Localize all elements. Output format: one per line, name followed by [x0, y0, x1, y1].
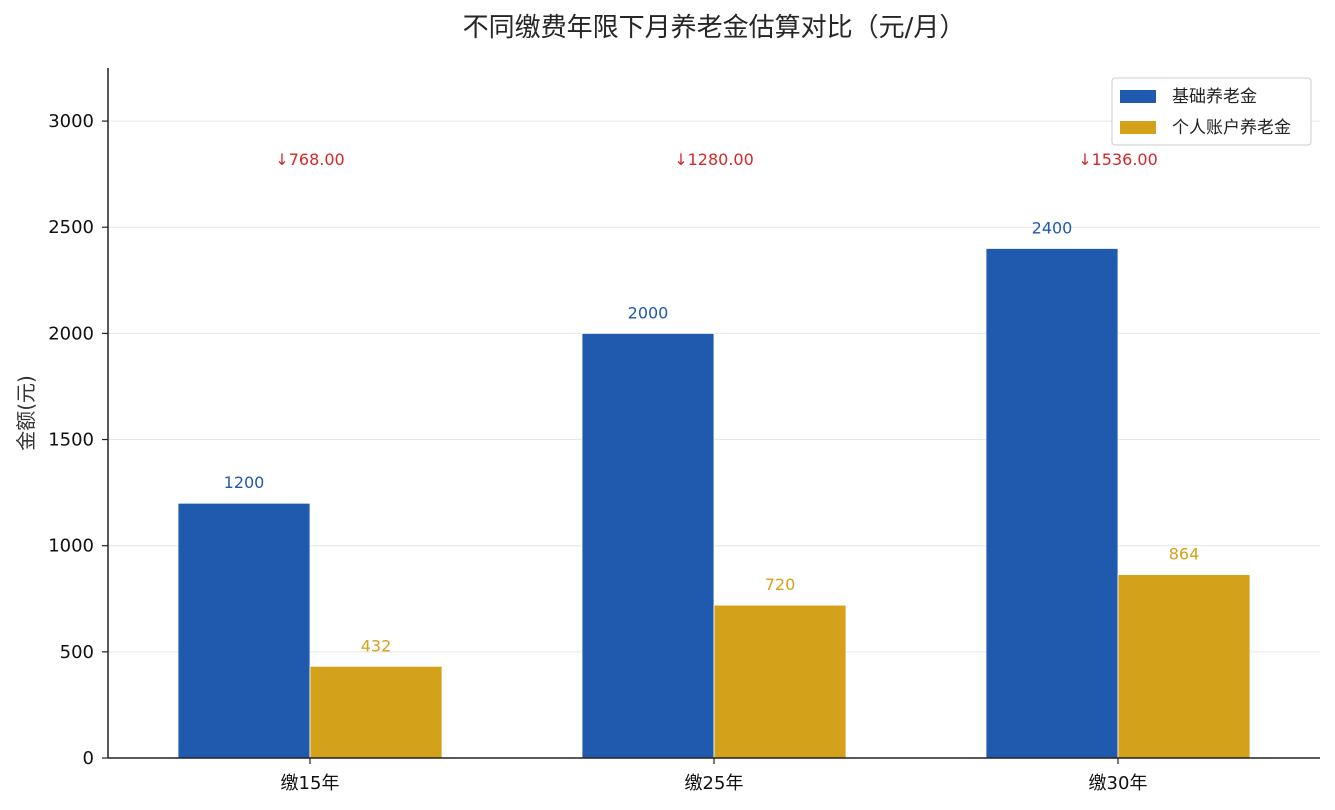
y-axis-label: 金额(元) [14, 375, 38, 451]
y-tick-label: 2000 [48, 323, 94, 344]
bar-basic [177, 502, 311, 759]
y-tick-label: 500 [60, 642, 94, 663]
y-tick-label: 3000 [48, 111, 94, 132]
data-labels: 1200 432 2000 720 2400 864 [224, 218, 1200, 655]
bar-basic [985, 248, 1119, 759]
x-tick-label: 缴25年 [685, 773, 744, 794]
bar-value-label: 432 [361, 636, 392, 655]
bar-value-label: 2000 [628, 303, 669, 322]
y-tick-label: 1500 [48, 430, 94, 451]
difference-annotation: ↓768.00 [275, 150, 344, 169]
difference-annotations: ↓768.00 ↓1280.00 ↓1536.00 [275, 150, 1157, 169]
bars [177, 248, 1251, 759]
bar-value-label: 2400 [1032, 218, 1073, 237]
bar-value-label: 864 [1169, 545, 1200, 564]
bar-value-label: 1200 [224, 473, 265, 492]
legend-label: 基础养老金 [1172, 87, 1257, 107]
legend-label: 个人账户养老金 [1172, 118, 1291, 138]
legend-swatch [1120, 121, 1156, 134]
bar-personal [1117, 574, 1251, 759]
y-tick-label: 1000 [48, 536, 94, 557]
y-tick-label: 2500 [48, 217, 94, 238]
legend-box [1111, 77, 1312, 146]
difference-annotation: ↓1280.00 [674, 150, 754, 169]
bar-basic [581, 332, 715, 759]
bar-personal [713, 604, 847, 759]
legend-swatch [1120, 90, 1156, 103]
x-tick-label: 缴30年 [1089, 773, 1148, 794]
y-axis-ticks: 0 500 1000 1500 2000 2500 3000 [48, 111, 108, 769]
x-axis-ticks: 缴15年 缴25年 缴30年 [281, 758, 1148, 794]
chart-title: 不同缴费年限下月养老金估算对比（元/月） [463, 13, 966, 43]
bar-personal [309, 665, 443, 759]
bar-value-label: 720 [765, 575, 796, 594]
difference-annotation: ↓1536.00 [1078, 150, 1158, 169]
y-tick-label: 0 [83, 748, 94, 769]
x-tick-label: 缴15年 [281, 773, 340, 794]
